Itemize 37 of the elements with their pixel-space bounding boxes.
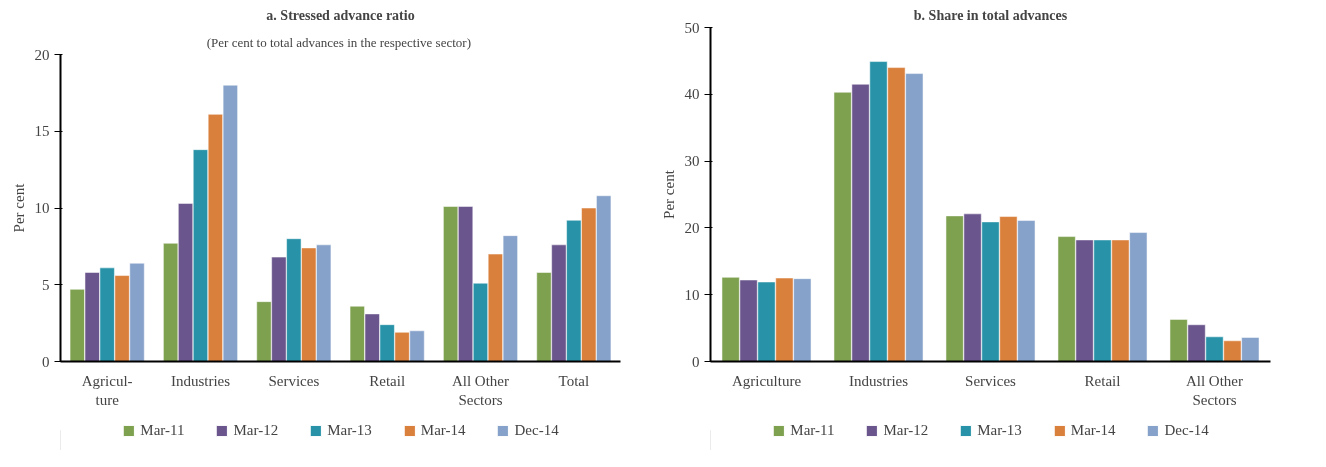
y-tick-label: 10 bbox=[34, 200, 50, 216]
x-tick-label: Industries bbox=[848, 372, 909, 389]
legend-label: Mar-14 bbox=[420, 421, 466, 439]
y-tick-label: 40 bbox=[684, 86, 700, 103]
legend-label: Dec-14 bbox=[514, 421, 559, 439]
y-tick-label: 20 bbox=[34, 46, 50, 63]
y-tick-label: 20 bbox=[684, 219, 700, 236]
y-tick-label: 15 bbox=[34, 123, 50, 140]
legend-label: Mar-12 bbox=[883, 421, 929, 439]
x-tick-label: Total bbox=[558, 372, 590, 389]
x-tick-label: Industries bbox=[170, 372, 231, 389]
y-axis-title: Per cent bbox=[10, 182, 27, 233]
y-tick-label: 5 bbox=[42, 276, 50, 293]
chart-subtitle: (Per cent to total advances in the respective sector) bbox=[206, 34, 471, 50]
x-tick-label: Services bbox=[965, 372, 1017, 389]
legend-label: Mar-13 bbox=[977, 421, 1022, 439]
chart-title: a. Stressed advance ratio bbox=[266, 7, 415, 23]
y-tick-label: 0 bbox=[42, 353, 50, 370]
legend-label: Mar-13 bbox=[327, 421, 372, 439]
x-tick-label: Retail bbox=[1084, 372, 1121, 389]
chart-title: b. Share in total advances bbox=[913, 7, 1068, 23]
x-tick-label: Retail bbox=[369, 372, 406, 389]
legend-label: Dec-14 bbox=[1164, 421, 1209, 439]
x-tick-label: All Other Sectors bbox=[451, 372, 510, 408]
y-tick-label: 10 bbox=[684, 286, 700, 303]
x-tick-label: All Other Sectors bbox=[1185, 372, 1244, 408]
y-tick-label: 50 bbox=[684, 19, 700, 36]
y-tick-label: 0 bbox=[692, 353, 700, 370]
x-tick-label: Agriculture bbox=[731, 372, 802, 389]
x-tick-label: Agricul- ture bbox=[81, 372, 133, 408]
legend-label: Mar-12 bbox=[233, 421, 279, 439]
legend-label: Mar-14 bbox=[1070, 421, 1116, 439]
legend-label: Mar-11 bbox=[790, 421, 835, 439]
legend-label: Mar-11 bbox=[140, 421, 185, 439]
y-tick-label: 30 bbox=[684, 153, 700, 170]
y-axis-title: Per cent bbox=[660, 169, 677, 219]
x-tick-label: Services bbox=[268, 372, 320, 389]
